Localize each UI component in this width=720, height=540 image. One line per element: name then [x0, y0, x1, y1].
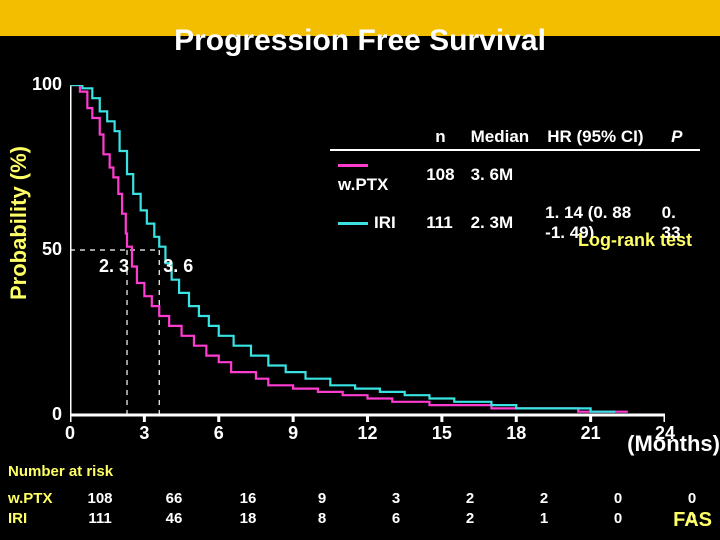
legend-row: w.PTX1083. 6M	[330, 150, 700, 199]
nar-row: w.PTX1086616932200	[8, 488, 720, 508]
x-tick: 15	[430, 423, 454, 444]
legend-header: P	[654, 125, 700, 150]
median-label: 3. 6	[163, 256, 193, 277]
legend-header: n	[418, 125, 462, 150]
legend-header: HR (95% CI)	[537, 125, 653, 150]
x-axis-label: (Months)	[627, 431, 720, 457]
legend-table: nMedianHR (95% CI)P w.PTX1083. 6MIRI1112…	[330, 125, 700, 247]
number-at-risk-title: Number at risk	[8, 463, 113, 480]
footer-tag: FAS	[673, 509, 712, 532]
logrank-note: Log-rank test	[578, 230, 692, 251]
y-tick: 100	[32, 74, 62, 95]
x-tick: 0	[58, 423, 82, 444]
x-tick: 9	[281, 423, 305, 444]
slide: Progression Free Survival Probability (%…	[0, 0, 720, 540]
number-at-risk-table: w.PTX1086616932200IRI1114618862100	[8, 488, 720, 528]
legend-header: Median	[463, 125, 538, 150]
legend-header	[330, 125, 418, 150]
y-tick: 0	[32, 404, 62, 425]
y-tick: 50	[32, 239, 62, 260]
x-tick: 12	[356, 423, 380, 444]
y-axis-label: Probability (%)	[6, 146, 32, 300]
x-tick: 18	[504, 423, 528, 444]
x-tick: 3	[132, 423, 156, 444]
x-tick: 21	[579, 423, 603, 444]
slide-title: Progression Free Survival	[0, 24, 720, 58]
nar-row: IRI1114618862100	[8, 508, 720, 528]
median-label: 2. 3	[99, 256, 129, 277]
x-tick: 6	[207, 423, 231, 444]
